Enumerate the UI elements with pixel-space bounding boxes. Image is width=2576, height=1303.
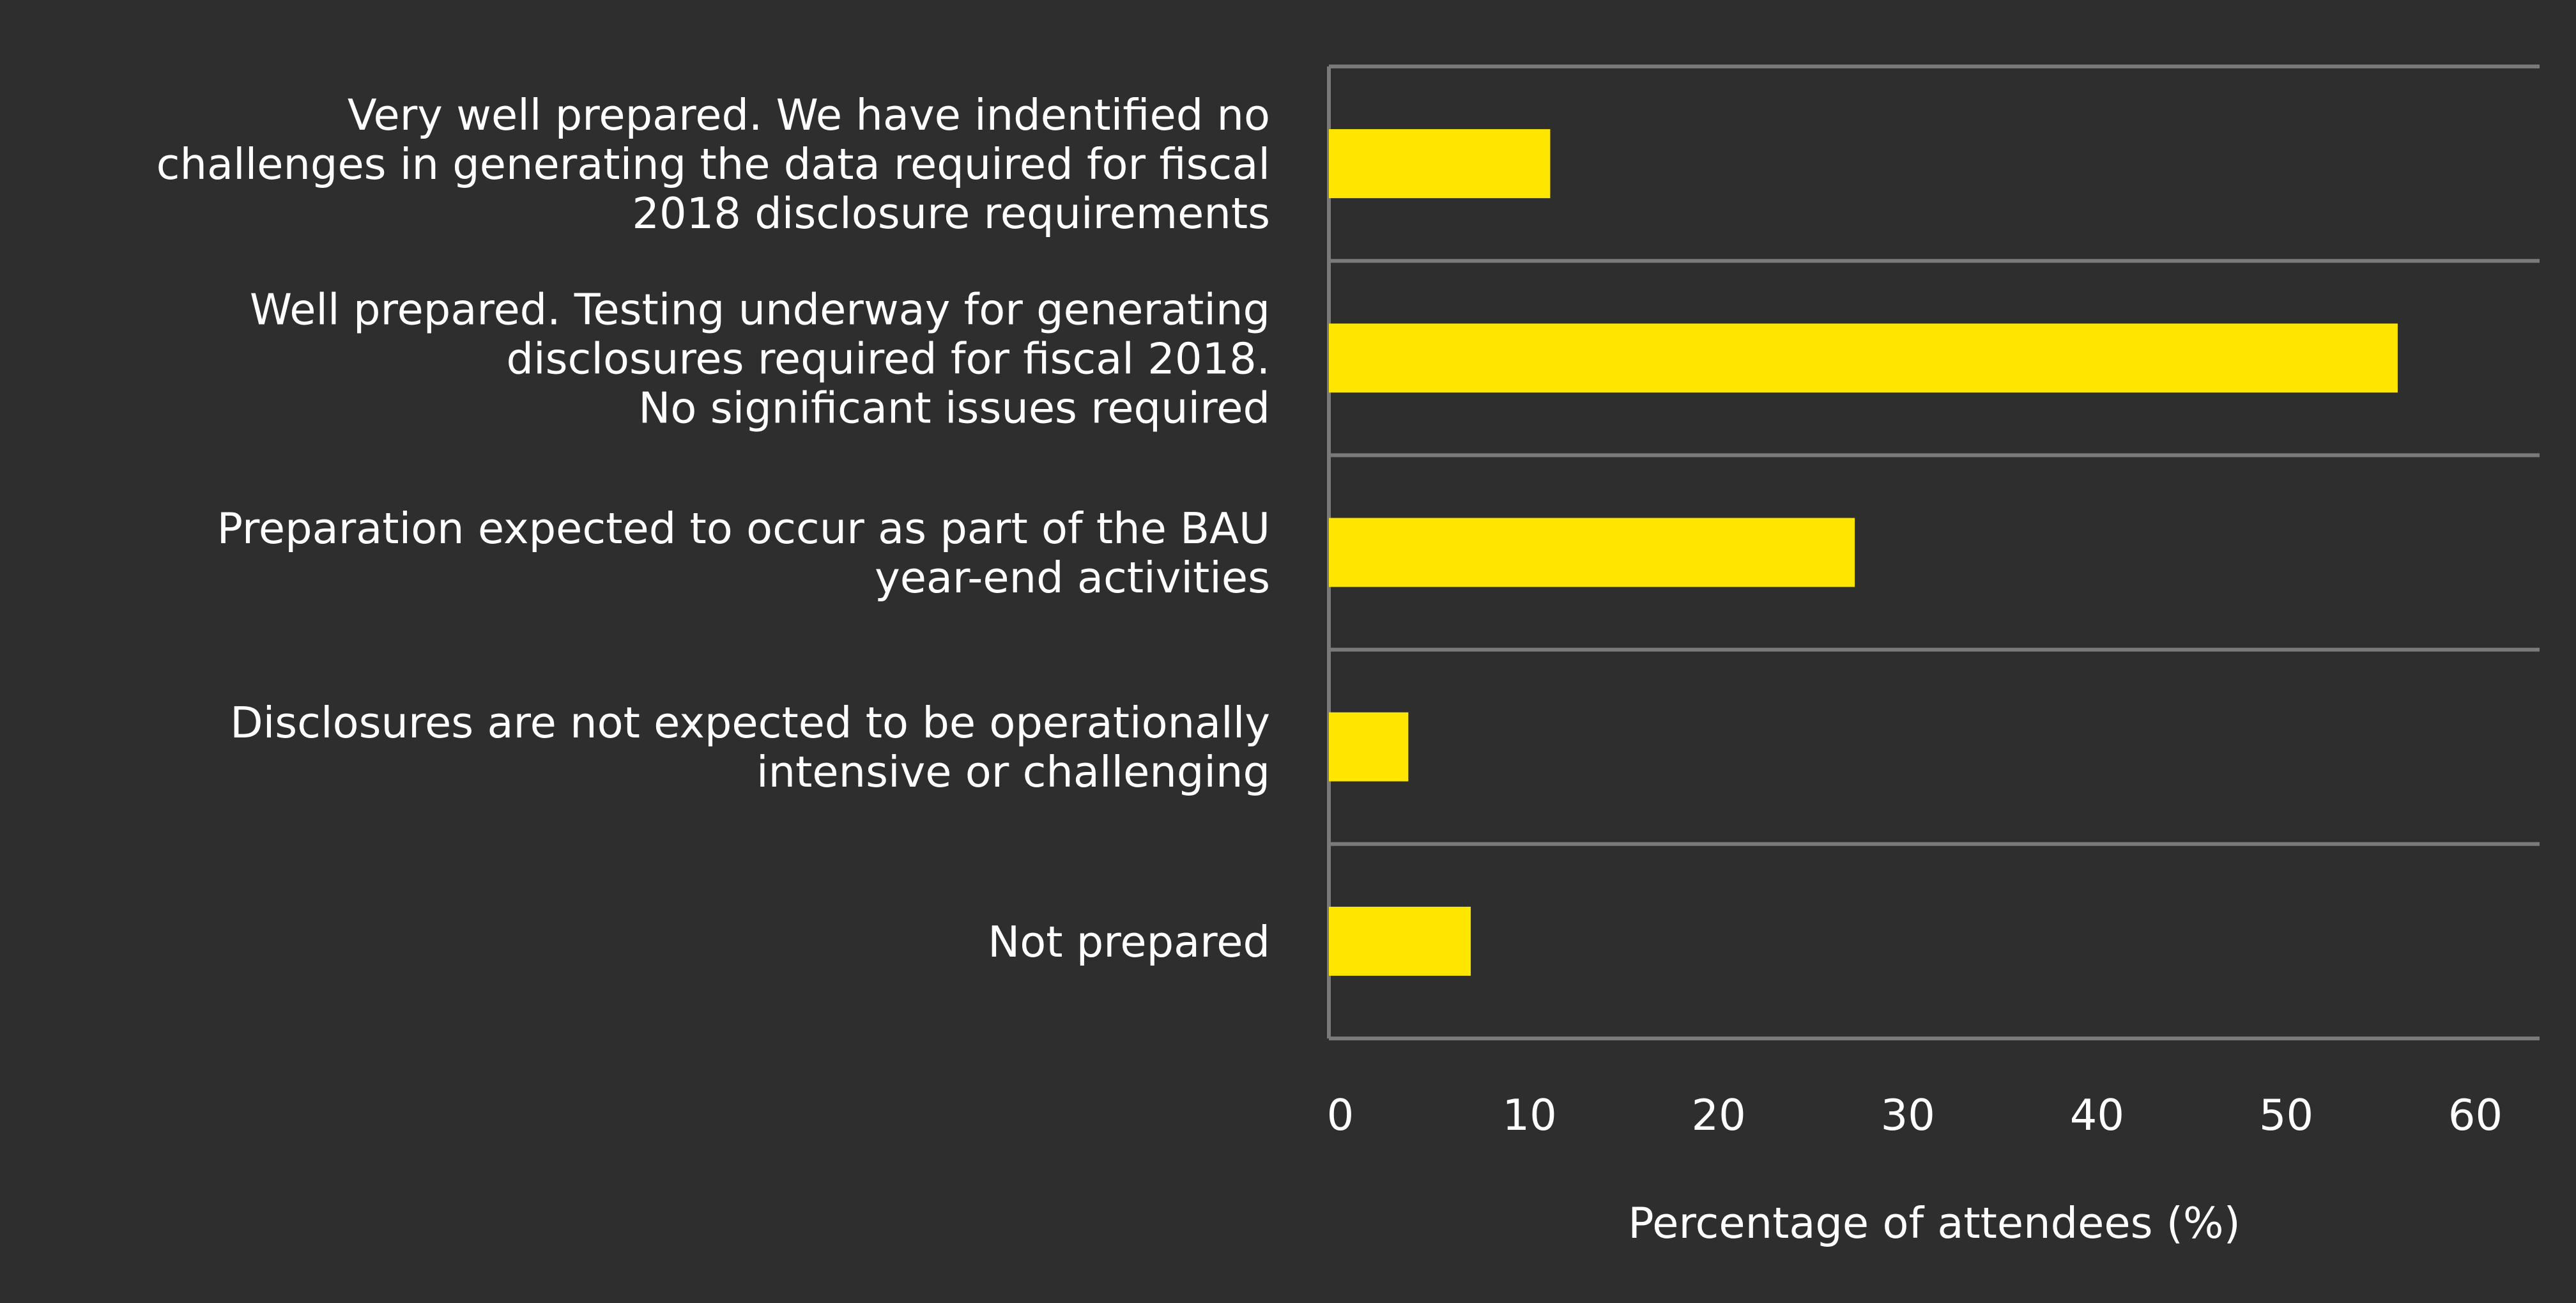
category-label-4: Disclosures are not expected to be opera… bbox=[230, 698, 1270, 797]
category-label-line: Very well prepared. We have indentified … bbox=[348, 90, 1270, 140]
grid-lines bbox=[1327, 65, 2540, 1040]
category-label-line: Preparation expected to occur as part of… bbox=[217, 504, 1270, 553]
x-tick-label: 40 bbox=[2070, 1090, 2124, 1140]
category-label-line: Well prepared. Testing underway for gene… bbox=[250, 284, 1270, 334]
x-tick-label: 60 bbox=[2448, 1090, 2503, 1140]
x-tick-label: 0 bbox=[1327, 1090, 1354, 1140]
category-label-line: disclosures required for fiscal 2018. bbox=[506, 334, 1270, 383]
bar-1 bbox=[1329, 129, 1551, 199]
x-tick-label: 50 bbox=[2259, 1090, 2313, 1140]
category-labels: Very well prepared. We have indentified … bbox=[157, 90, 1270, 967]
category-label-line: year-end activities bbox=[875, 553, 1270, 603]
category-label-line: Disclosures are not expected to be opera… bbox=[230, 698, 1270, 748]
category-label-line: challenges in generating the data requir… bbox=[157, 139, 1270, 189]
x-tick-label: 10 bbox=[1502, 1090, 1556, 1140]
bar-2 bbox=[1329, 323, 2398, 393]
category-label-2: Well prepared. Testing underway for gene… bbox=[250, 284, 1270, 433]
x-axis-title: Percentage of attendees (%) bbox=[1628, 1198, 2240, 1248]
category-label-3: Preparation expected to occur as part of… bbox=[217, 504, 1270, 603]
category-label-line: intensive or challenging bbox=[756, 747, 1270, 797]
x-tick-label: 30 bbox=[1881, 1090, 1935, 1140]
category-label-1: Very well prepared. We have indentified … bbox=[157, 90, 1270, 238]
category-label-line: Not prepared bbox=[988, 917, 1270, 967]
bar-4 bbox=[1329, 712, 1409, 782]
x-tick-label: 20 bbox=[1692, 1090, 1746, 1140]
category-label-line: No significant issues required bbox=[638, 383, 1270, 433]
bar-5 bbox=[1329, 906, 1471, 976]
category-label-line: 2018 disclosure requirements bbox=[632, 189, 1270, 238]
bars bbox=[1329, 129, 2398, 976]
x-axis-ticks: 0 10 20 30 40 50 60 bbox=[1327, 1090, 2503, 1140]
category-label-5: Not prepared bbox=[988, 917, 1270, 967]
bar-3 bbox=[1329, 518, 1855, 587]
